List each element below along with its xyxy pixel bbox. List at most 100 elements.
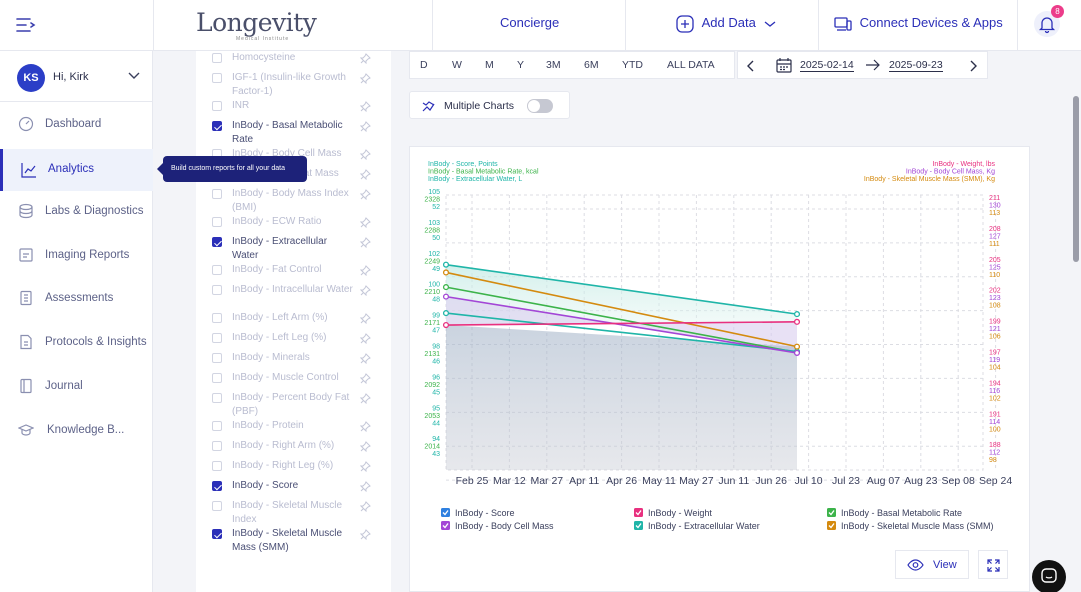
metric-item[interactable]: InBody - Left Arm (%) (196, 312, 391, 332)
connect-devices-button[interactable]: Connect Devices & Apps (834, 15, 1003, 32)
concierge-link[interactable]: Concierge (500, 15, 560, 30)
pin-icon[interactable] (360, 265, 371, 276)
pin-icon[interactable] (360, 353, 371, 364)
metric-item[interactable]: IGF-1 (Insulin-like Growth Factor-1) (196, 72, 391, 100)
pin-icon[interactable] (360, 333, 371, 344)
scrollbar-thumb[interactable] (1073, 96, 1079, 262)
range-button-d[interactable]: D (420, 59, 428, 71)
metric-item[interactable]: InBody - Protein (196, 420, 391, 440)
metric-item[interactable]: InBody - Basal Metabolic Rate (196, 120, 391, 148)
logo[interactable]: Longevity (196, 8, 317, 37)
metric-checkbox[interactable] (212, 101, 222, 111)
metric-checkbox[interactable] (212, 73, 222, 83)
metric-item[interactable]: Homocysteine (196, 52, 391, 72)
metric-checkbox[interactable] (212, 441, 222, 451)
sidebar-item-labs[interactable]: Labs & Diagnostics (0, 192, 153, 232)
view-button[interactable]: View (895, 550, 969, 579)
metric-checkbox[interactable] (212, 353, 222, 363)
metric-checkbox[interactable] (212, 189, 222, 199)
metric-checkbox[interactable] (212, 121, 222, 131)
metric-item[interactable]: InBody - Skeletal Muscle Index (196, 500, 391, 528)
sidebar-item-journal[interactable]: Journal (0, 367, 153, 407)
metric-checkbox[interactable] (212, 313, 222, 323)
metric-item[interactable]: InBody - Right Arm (%) (196, 440, 391, 460)
metric-checkbox[interactable] (212, 237, 222, 247)
sidebar-item-protocols[interactable]: Protocols & Insights (0, 323, 153, 363)
menu-collapse-icon[interactable] (14, 14, 38, 36)
metric-item[interactable]: InBody - Fat Control (196, 264, 391, 284)
metric-checkbox[interactable] (212, 53, 222, 63)
metric-checkbox[interactable] (212, 333, 222, 343)
range-button-ytd[interactable]: YTD (622, 59, 643, 71)
pin-icon[interactable] (360, 421, 371, 432)
pin-icon[interactable] (360, 149, 371, 160)
metric-checkbox[interactable] (212, 501, 222, 511)
metric-item[interactable]: InBody - Score (196, 480, 391, 500)
metric-item[interactable]: INR (196, 100, 391, 120)
pin-icon[interactable] (360, 481, 371, 492)
expand-button[interactable] (978, 550, 1008, 579)
chevron-left-icon[interactable] (746, 60, 756, 72)
metric-checkbox[interactable] (212, 373, 222, 383)
pin-icon[interactable] (360, 373, 371, 384)
pin-icon[interactable] (360, 53, 371, 64)
sidebar-item-analytics[interactable]: Analytics (0, 149, 153, 191)
metric-item[interactable]: InBody - Extracellular Water (196, 236, 391, 264)
pin-icon[interactable] (360, 169, 371, 180)
metric-item[interactable]: InBody - Intracellular Water (196, 284, 391, 312)
pin-icon[interactable] (360, 501, 371, 512)
series-line-inbody-body-cell-mass (445, 295, 798, 354)
metric-checkbox[interactable] (212, 285, 222, 295)
chart-card: InBody - Score, Points InBody - Basal Met… (409, 146, 1030, 592)
metric-item[interactable]: InBody - Body Mass Index (BMI) (196, 188, 391, 216)
pin-icon[interactable] (360, 285, 371, 296)
range-button-w[interactable]: W (452, 59, 462, 71)
range-button-6m[interactable]: 6M (584, 59, 599, 71)
sidebar-item-dashboard[interactable]: Dashboard (0, 105, 153, 145)
scrollbar[interactable] (1071, 51, 1081, 592)
pin-icon[interactable] (360, 237, 371, 248)
pin-icon[interactable] (360, 313, 371, 324)
end-date[interactable]: 2025-09-23 (889, 59, 943, 72)
analytics-icon (21, 163, 36, 178)
metric-item[interactable]: InBody - Right Leg (%) (196, 460, 391, 480)
sidebar-item-imaging[interactable]: Imaging Reports (0, 236, 153, 276)
calendar-icon[interactable] (776, 58, 792, 73)
sidebar-item-knowledge[interactable]: Knowledge B... (0, 411, 153, 451)
metric-item[interactable]: InBody - Skeletal Muscle Mass (SMM) (196, 528, 391, 556)
metric-checkbox[interactable] (212, 461, 222, 471)
range-button-y[interactable]: Y (517, 59, 525, 71)
metric-checkbox[interactable] (212, 393, 222, 403)
metric-checkbox[interactable] (212, 529, 222, 539)
pin-icon[interactable] (360, 461, 371, 472)
metric-item[interactable]: InBody - Percent Body Fat (PBF) (196, 392, 391, 420)
pin-icon[interactable] (360, 73, 371, 84)
metric-item[interactable]: InBody - Left Leg (%) (196, 332, 391, 352)
range-button-m[interactable]: M (485, 59, 494, 71)
start-date[interactable]: 2025-02-14 (800, 59, 854, 72)
metric-checkbox[interactable] (212, 217, 222, 227)
pin-icon[interactable] (360, 529, 371, 540)
sidebar-item-assessments[interactable]: Assessments (0, 279, 153, 319)
user-menu[interactable]: KS Hi, Kirk (0, 51, 153, 102)
metric-item[interactable]: InBody - Minerals (196, 352, 391, 372)
pin-icon[interactable] (360, 101, 371, 112)
y-tick-label-right: 106 (989, 334, 1001, 341)
pin-icon[interactable] (360, 189, 371, 200)
pin-icon[interactable] (360, 441, 371, 452)
pin-icon[interactable] (360, 121, 371, 132)
range-button-3m[interactable]: 3M (546, 59, 561, 71)
add-data-button[interactable]: Add Data (676, 15, 777, 33)
metric-item[interactable]: InBody - ECW Ratio (196, 216, 391, 236)
metric-checkbox[interactable] (212, 421, 222, 431)
y-tick-label-right: 114 (989, 419, 1000, 426)
metric-item[interactable]: InBody - Muscle Control (196, 372, 391, 392)
pin-icon[interactable] (360, 393, 371, 404)
multiple-charts-toggle[interactable] (527, 99, 553, 113)
chevron-right-icon[interactable] (968, 60, 978, 72)
pin-icon[interactable] (360, 217, 371, 228)
metric-checkbox[interactable] (212, 265, 222, 275)
chat-button[interactable] (1032, 560, 1066, 592)
metric-checkbox[interactable] (212, 481, 222, 491)
range-button-all-data[interactable]: ALL DATA (667, 59, 715, 71)
